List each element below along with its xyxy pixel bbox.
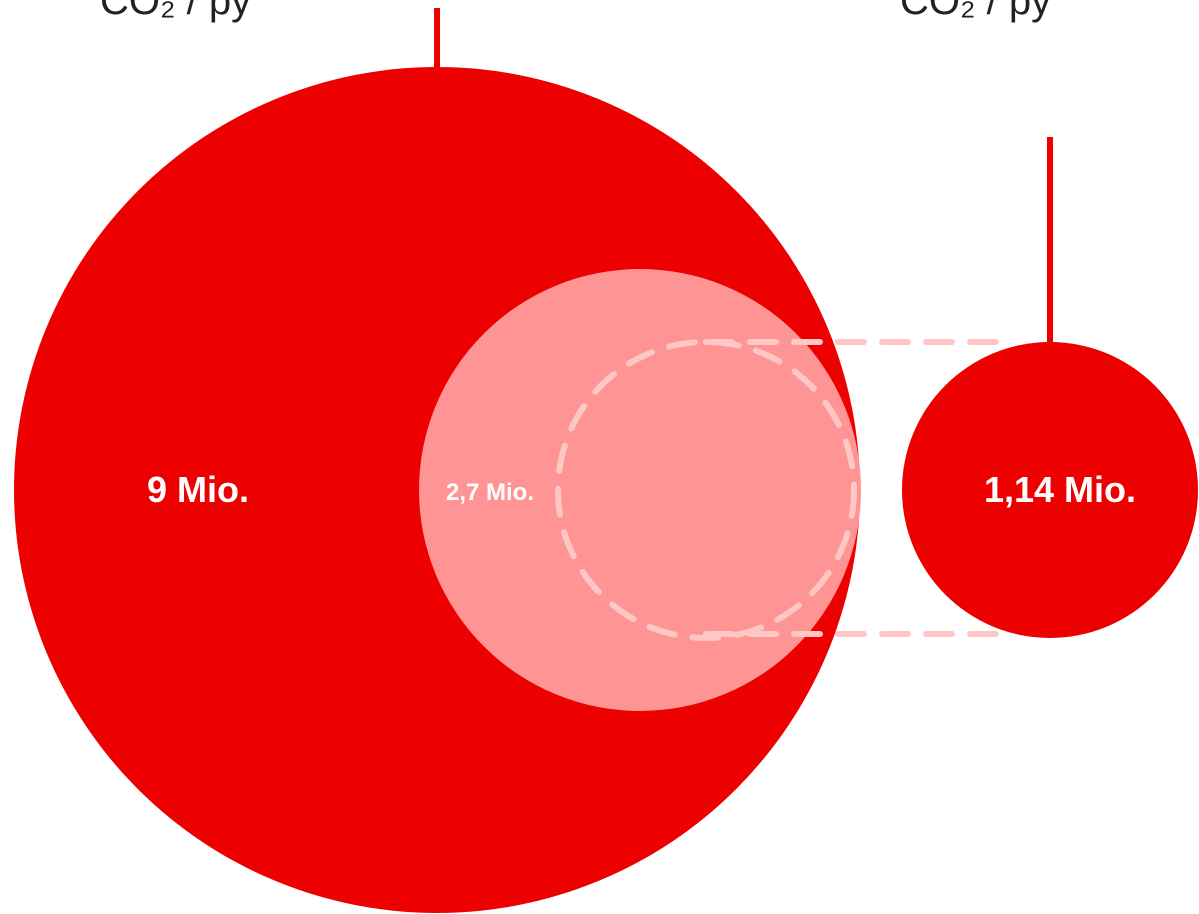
- top-cut-text-left: CO₂ / py: [100, 0, 251, 23]
- top-cut-text-right: CO₂ / py: [900, 0, 1051, 23]
- dashed-projection-circle: [555, 339, 857, 641]
- bubble-small-label: 1,14 Mio.: [984, 469, 1136, 510]
- bubble-large-label: 9 Mio.: [147, 469, 249, 510]
- bubble-subset: [419, 269, 861, 711]
- bubble-subset-label: 2,7 Mio.: [446, 479, 534, 506]
- bubble-small: [902, 342, 1198, 638]
